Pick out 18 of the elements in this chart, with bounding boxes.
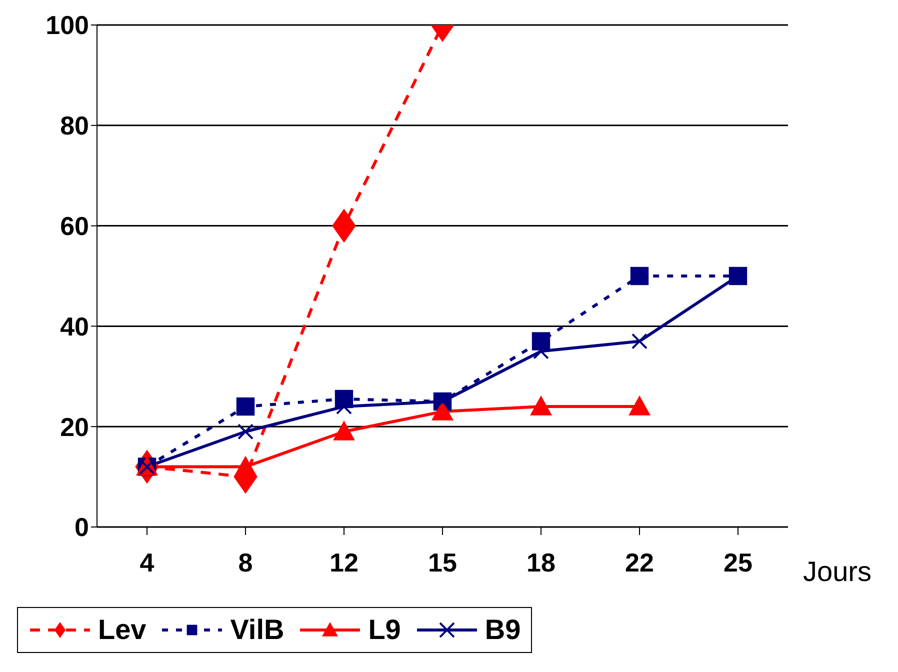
x-tick-label: 22 [625,547,654,578]
x-tick-label: 4 [140,547,155,578]
legend-label: B9 [484,614,521,646]
y-tick-label: 0 [74,512,89,542]
x-axis-title: Jours [803,556,872,587]
x-tick-label: 8 [238,547,253,578]
y-tick-label: 20 [60,412,89,442]
legend-label: Lev [98,614,146,646]
y-tick-label: 60 [60,211,89,242]
x-tick-label: 25 [724,547,752,578]
x-tick-label: 12 [330,547,358,578]
x-tick-label: 18 [526,547,556,578]
legend-label: VilB [230,614,284,646]
x-tick-label: 15 [428,547,457,578]
y-tick-label: 80 [60,110,89,141]
y-tick-label: 100 [46,10,89,40]
y-tick-label: 40 [60,311,89,342]
legend-label: L9 [368,614,401,646]
